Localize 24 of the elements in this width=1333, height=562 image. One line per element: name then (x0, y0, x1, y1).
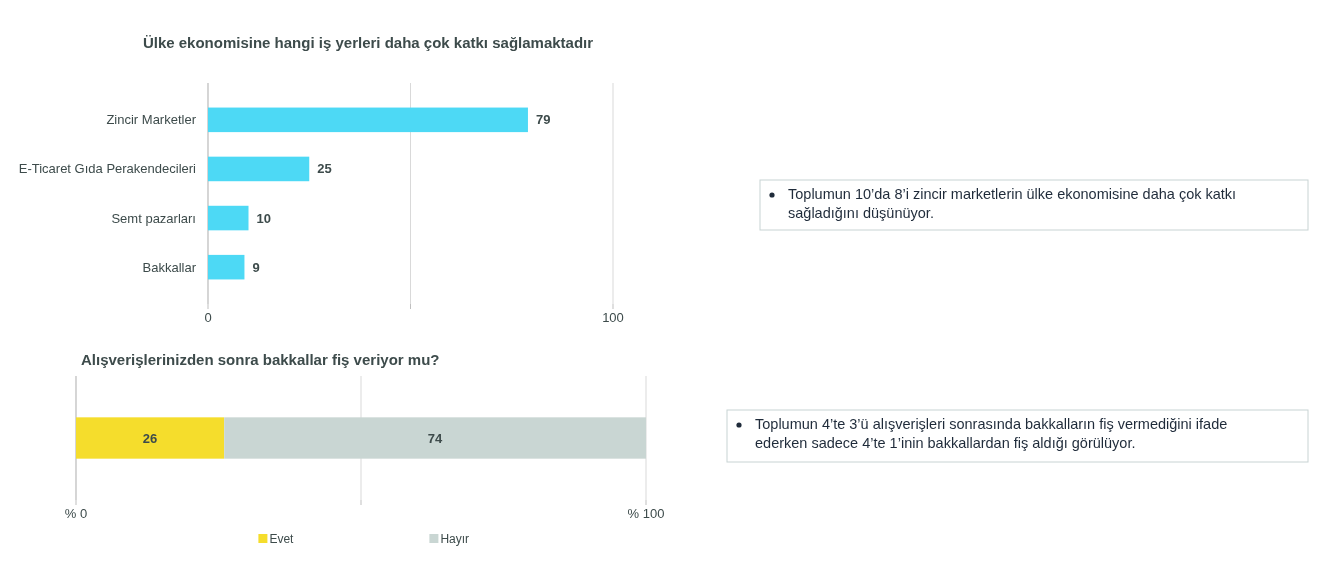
y-tick-label: E-Ticaret Gıda Perakendecileri (18, 161, 197, 177)
data-label: 10 (256, 210, 271, 226)
data-label: 26 (142, 430, 158, 446)
bar (208, 254, 245, 280)
chart-title: Alışverişlerinizden sonra bakkallar fiş veriyor mu? (81, 351, 440, 368)
y-tick-label: Zincir Marketler (106, 112, 197, 128)
y-tick-label: Bakkallar (142, 259, 197, 275)
text: Toplumun 10’da 8’i zincir marketlerin ülke ekonomisine daha çok katkı sağladığını düşünüyor. (788, 185, 1238, 223)
data-label: 74 (427, 430, 444, 446)
y-tick-label: Semt pazarları (111, 210, 196, 226)
legend-label: Evet (269, 532, 295, 547)
bar (208, 156, 310, 182)
data-label: 79 (535, 112, 551, 128)
bar (208, 107, 528, 133)
bar (208, 205, 249, 231)
data-label: 25 (317, 161, 332, 177)
x-tick-label: 0 (204, 310, 212, 325)
x-tick-label: % 100 (627, 506, 665, 521)
legend-label: Hayır (440, 532, 470, 547)
x-tick-label: 100 (602, 310, 624, 325)
chart-title: Ülke ekonomisine hangi iş yerleri daha çok katkı sağlamaktadır (142, 34, 594, 51)
text: Toplumun 4’te 3’ü alışverişleri sonrasında bakkalların fiş vermediğini ifade ederken sadece 4’te 1’inin bakkallardan fiş aldığı görülüyor. (755, 415, 1229, 453)
data-label: 9 (252, 259, 260, 275)
x-tick-label: % 0 (64, 506, 88, 521)
